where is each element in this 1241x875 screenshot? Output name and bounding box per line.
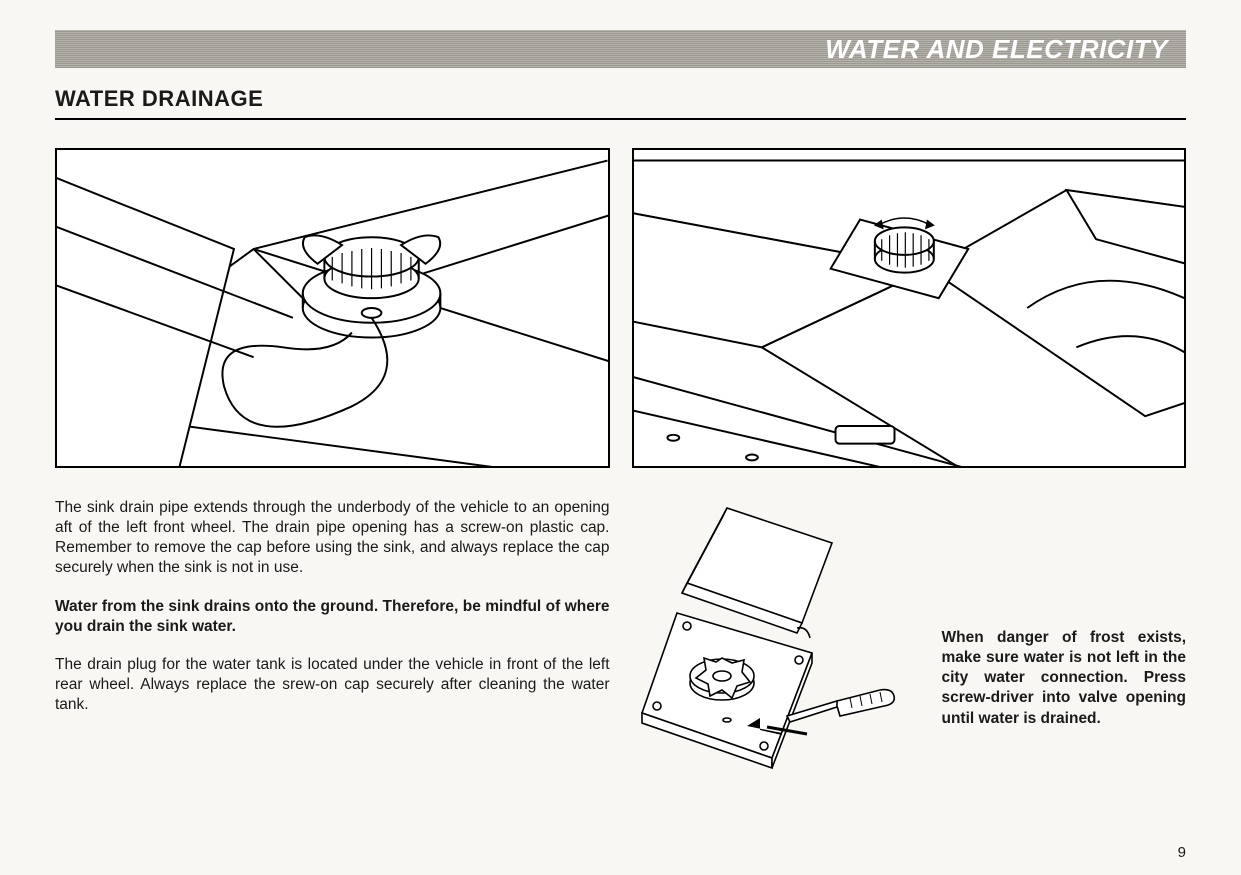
figure-tank-plug xyxy=(632,148,1187,468)
figure-row xyxy=(55,148,1186,468)
tank-plug-illustration xyxy=(634,150,1185,466)
city-water-valve-illustration xyxy=(632,498,912,778)
chapter-title: WATER AND ELECTRICITY xyxy=(825,34,1168,65)
frost-warning-text: When danger of frost exists, make sure w… xyxy=(942,498,1187,729)
section-title: WATER DRAINAGE xyxy=(55,86,1186,120)
chapter-header-bar: WATER AND ELECTRICITY xyxy=(55,30,1186,68)
page-number: 9 xyxy=(1178,844,1186,861)
paragraph-3: The drain plug for the water tank is loc… xyxy=(55,655,610,715)
content-row: The sink drain pipe extends through the … xyxy=(55,498,1186,778)
drain-cap-illustration xyxy=(57,150,608,466)
right-column: When danger of frost exists, make sure w… xyxy=(632,498,1187,778)
figure-drain-cap xyxy=(55,148,610,468)
left-text-column: The sink drain pipe extends through the … xyxy=(55,498,610,778)
paragraph-2-warning: Water from the sink drains onto the grou… xyxy=(55,597,610,637)
figure-city-water-valve xyxy=(632,498,912,778)
paragraph-1: The sink drain pipe extends through the … xyxy=(55,498,610,579)
